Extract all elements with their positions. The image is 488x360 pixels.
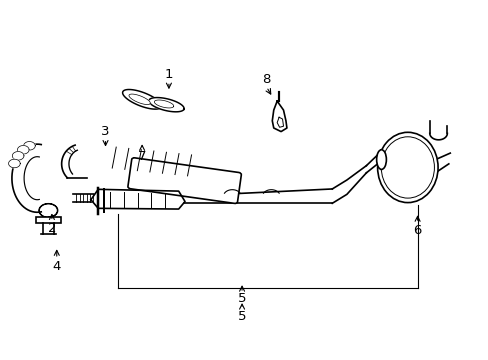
Text: 3: 3 bbox=[101, 125, 110, 138]
Polygon shape bbox=[277, 117, 283, 127]
Polygon shape bbox=[9, 159, 20, 168]
Polygon shape bbox=[12, 144, 41, 212]
Polygon shape bbox=[122, 90, 161, 109]
Text: 6: 6 bbox=[412, 224, 421, 237]
Text: 1: 1 bbox=[164, 68, 173, 81]
Polygon shape bbox=[91, 189, 184, 209]
FancyBboxPatch shape bbox=[128, 158, 241, 203]
Ellipse shape bbox=[376, 150, 386, 170]
Polygon shape bbox=[148, 98, 183, 112]
Text: 8: 8 bbox=[262, 73, 270, 86]
Polygon shape bbox=[272, 101, 286, 132]
Text: 7: 7 bbox=[138, 150, 146, 163]
Polygon shape bbox=[18, 145, 29, 154]
Ellipse shape bbox=[381, 137, 433, 198]
Text: 5: 5 bbox=[237, 310, 246, 323]
Text: 2: 2 bbox=[47, 222, 56, 235]
Text: 5: 5 bbox=[237, 292, 246, 305]
Polygon shape bbox=[23, 141, 35, 150]
Text: 4: 4 bbox=[53, 260, 61, 273]
Polygon shape bbox=[129, 94, 150, 104]
Polygon shape bbox=[12, 152, 24, 160]
Ellipse shape bbox=[377, 132, 437, 203]
Bar bbox=[36, 217, 61, 223]
Polygon shape bbox=[154, 100, 173, 108]
